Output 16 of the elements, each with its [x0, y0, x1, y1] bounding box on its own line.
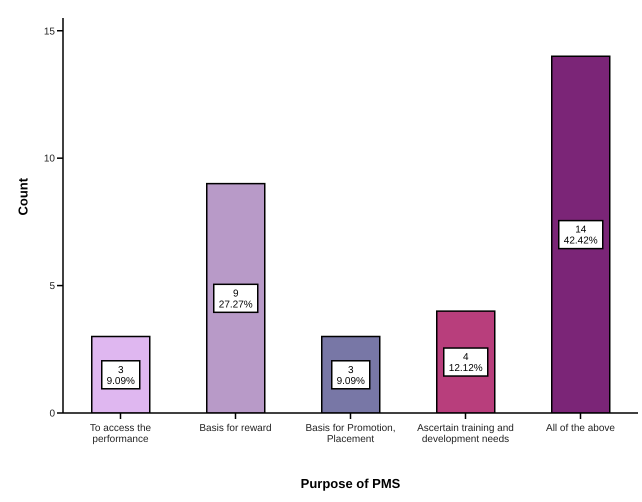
- x-tick-label: Ascertain training and development needs: [417, 423, 514, 445]
- x-axis-title: Purpose of PMS: [300, 476, 401, 491]
- y-tick-label: 10: [44, 154, 56, 165]
- x-tick-label: All of the above: [546, 423, 616, 434]
- data-label: 3 9.09%: [106, 364, 136, 387]
- y-tick-label: 15: [44, 26, 56, 38]
- data-label: 3 9.09%: [336, 364, 366, 387]
- data-label: 4 12.12%: [448, 352, 483, 374]
- x-tick-label: Basis for Promotion, Placement: [305, 423, 396, 445]
- x-tick-label: To access the performance: [90, 423, 152, 445]
- data-label: 9 27.27%: [218, 288, 253, 310]
- x-tick-label: Basis for reward: [199, 423, 272, 434]
- data-label: 14 42.42%: [564, 224, 598, 247]
- y-tick-label: 0: [49, 408, 56, 420]
- y-axis-title: Count: [16, 177, 31, 216]
- y-tick-label: 5: [49, 281, 56, 292]
